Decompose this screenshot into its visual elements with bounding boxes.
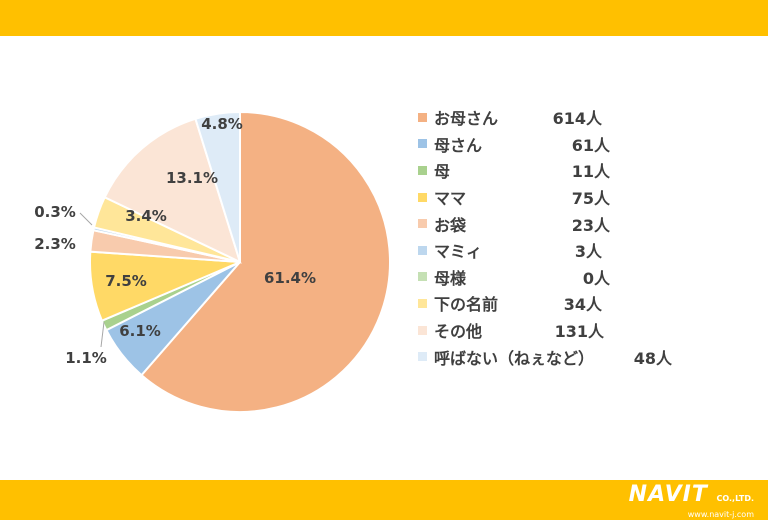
legend-label: その他 bbox=[434, 322, 483, 342]
legend-count: 75人 bbox=[571, 189, 610, 209]
legend-item: 母様 0人 bbox=[418, 264, 672, 291]
legend-item: 母さん 61人 bbox=[418, 131, 672, 158]
slice-label-1: 61.4% bbox=[264, 269, 316, 287]
slice-label-5: 2.3% bbox=[34, 235, 76, 253]
legend-item: 母 11人 bbox=[418, 157, 672, 184]
legend-label: 母様 bbox=[434, 268, 467, 288]
legend-swatch bbox=[418, 272, 427, 282]
legend-label: 母さん bbox=[434, 135, 483, 155]
legend-swatch bbox=[418, 165, 427, 175]
pie-slice-1 bbox=[140, 110, 391, 413]
legend-label: 下の名前 bbox=[434, 295, 499, 315]
legend-count: 0人 bbox=[582, 268, 610, 288]
legend-item: お母さん 614人 bbox=[418, 104, 672, 131]
legend-count: 61人 bbox=[571, 135, 610, 155]
legend-count: 614人 bbox=[552, 109, 602, 129]
legend-count: 34人 bbox=[563, 295, 602, 315]
leader-lines bbox=[79, 212, 105, 348]
pie-slice-10 bbox=[194, 110, 241, 263]
slice-label-2: 6.1% bbox=[119, 322, 161, 340]
legend-item: 呼ばない（ねぇなど） 48人 bbox=[418, 343, 672, 370]
legend-item: お袋 23人 bbox=[418, 210, 672, 237]
leader-line-6 bbox=[79, 212, 93, 226]
slice-label-6: 0.3% bbox=[34, 203, 76, 221]
legend-swatch bbox=[418, 245, 427, 255]
legend-count: 3人 bbox=[574, 242, 602, 262]
pie-labels: 61.4% 6.1% 1.1% 7.5% 2.3% 0.3% 3.4% 13.1% 4.8% bbox=[34, 115, 316, 367]
legend-count: 48人 bbox=[633, 348, 672, 368]
header-band bbox=[0, 0, 768, 36]
logo-url: www.navit-j.com bbox=[687, 510, 754, 519]
legend-item: その他 131人 bbox=[418, 317, 672, 344]
legend-swatch bbox=[418, 219, 427, 229]
legend-item: ママ 75人 bbox=[418, 184, 672, 211]
legend-count: 131人 bbox=[554, 322, 604, 342]
legend-swatch bbox=[418, 352, 427, 362]
legend-count: 23人 bbox=[571, 215, 610, 235]
logo-brand: NAVIT bbox=[628, 482, 708, 507]
logo-suffix: CO.,LTD. bbox=[716, 494, 754, 503]
legend-label: マミィ bbox=[434, 242, 483, 262]
leader-line-3 bbox=[100, 321, 105, 348]
legend-count: 11人 bbox=[571, 162, 610, 182]
legend-swatch bbox=[418, 298, 427, 308]
legend-label: 呼ばない（ねぇなど） bbox=[434, 348, 595, 368]
legend-swatch bbox=[418, 112, 427, 122]
footer-band bbox=[0, 480, 768, 520]
company-logo: NAVIT CO.,LTD. www.navit-j.com bbox=[629, 484, 754, 520]
slice-label-4: 7.5% bbox=[105, 272, 147, 290]
legend-swatch bbox=[418, 325, 427, 335]
legend-label: 母 bbox=[434, 162, 451, 182]
slice-label-3: 1.1% bbox=[65, 349, 107, 367]
legend-swatch bbox=[418, 139, 427, 149]
legend-item: マミィ 3人 bbox=[418, 237, 672, 264]
legend-label: お母さん bbox=[434, 109, 499, 129]
slice-label-9: 13.1% bbox=[166, 169, 218, 187]
slice-label-10: 4.8% bbox=[201, 115, 243, 133]
legend-swatch bbox=[418, 192, 427, 202]
pie-slices bbox=[89, 110, 391, 413]
legend: お母さん 614人 母さん 61人母 11人 ママ 75人 お袋 23人 マミィ 3人 母様 0人 下の名… bbox=[418, 104, 672, 370]
legend-label: ママ bbox=[434, 189, 467, 209]
pie-chart: 61.4% 6.1% 1.1% 7.5% 2.3% 0.3% 3.4% 13.1% 4.8% bbox=[34, 110, 391, 413]
slice-label-8: 3.4% bbox=[125, 207, 167, 225]
legend-label: お袋 bbox=[434, 215, 467, 235]
legend-item: 下の名前 34人 bbox=[418, 290, 672, 317]
